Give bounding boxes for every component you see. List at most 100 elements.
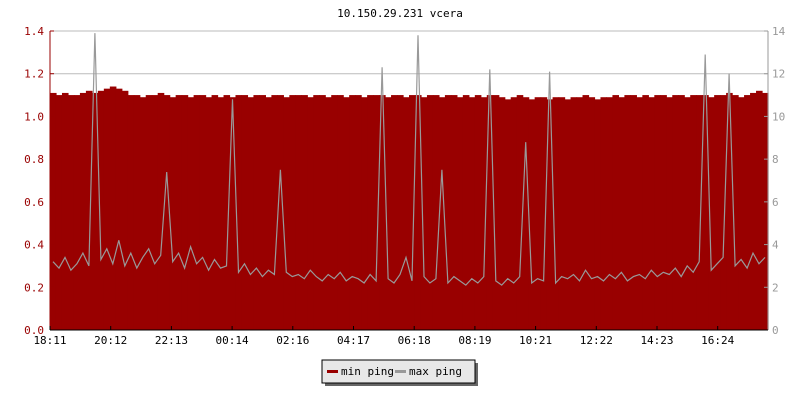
min-ping-bar [486, 95, 494, 330]
min-ping-bar [456, 97, 464, 330]
min-ping-bar [217, 97, 225, 330]
min-ping-bar [337, 95, 344, 330]
y-right-tick-label: 14 [772, 25, 786, 38]
x-tick-label: 12:22 [580, 334, 613, 347]
min-ping-bar [744, 95, 751, 330]
min-ping-bar [373, 95, 380, 330]
x-tick-label: 14:23 [640, 334, 673, 347]
min-ping-bar [498, 97, 506, 330]
min-ping-bar [55, 95, 63, 330]
min-ping-bar [690, 95, 697, 330]
min-ping-bar [79, 92, 87, 330]
min-ping-bar [391, 95, 398, 330]
min-ping-bar [468, 97, 476, 330]
min-ping-bar [702, 95, 709, 330]
min-ping-bar [522, 97, 530, 330]
min-ping-bar [450, 95, 458, 330]
min-ping-bar [720, 95, 727, 330]
x-tick-label: 06:18 [398, 334, 431, 347]
min-ping-bar [642, 95, 649, 330]
min-ping-bar [588, 97, 596, 330]
min-ping-bar [145, 95, 153, 330]
min-ping-bar [325, 97, 332, 330]
min-ping-bar [648, 97, 655, 330]
y-right-tick-label: 8 [772, 153, 779, 166]
min-ping-bar [426, 95, 434, 330]
min-ping-bar [211, 95, 219, 330]
x-tick-label: 08:19 [458, 334, 491, 347]
min-ping-bar [223, 95, 231, 330]
y-right-tick-label: 10 [772, 110, 785, 123]
min-ping-bar [636, 97, 643, 330]
min-ping-bar [624, 95, 631, 330]
x-tick-label: 20:12 [94, 334, 127, 347]
min-ping-bar [61, 92, 69, 330]
min-ping-bar [349, 95, 356, 330]
y-left-tick-label: 0.4 [24, 239, 44, 252]
min-ping-bar [534, 97, 542, 330]
min-ping-bar [504, 99, 512, 330]
min-ping-bar [361, 97, 368, 330]
min-ping-bar [127, 95, 135, 330]
min-ping-bar [121, 90, 129, 330]
min-ping-bar [85, 90, 93, 330]
min-ping-bar [277, 95, 284, 330]
min-ping-bar [235, 95, 243, 330]
min-ping-bar [289, 95, 296, 330]
axes: 0.0 0.2 0.4 0.6 0.8 1.0 1.2 1.4 0 2 4 6 8 10 12 14 18:11… [24, 25, 785, 347]
min-ping-bar [295, 95, 302, 330]
legend-label-max-ping: max ping [409, 365, 462, 378]
min-ping-bar [696, 95, 703, 330]
min-ping-bar [756, 90, 763, 330]
min-ping-bar [343, 97, 350, 330]
min-ping-bar [301, 95, 308, 330]
min-ping-bar [732, 95, 739, 330]
x-tick-label: 00:14 [216, 334, 249, 347]
min-ping-bar [103, 88, 111, 331]
min-ping-bar [265, 97, 272, 330]
min-ping-bar [73, 95, 81, 330]
min-ping-bar [600, 97, 608, 330]
min-ping-bar [510, 97, 518, 330]
min-ping-bar [241, 95, 249, 330]
x-tick-label: 10:21 [519, 334, 552, 347]
x-tick-label: 16:24 [701, 334, 734, 347]
min-ping-bar [379, 95, 386, 330]
min-ping-bar [367, 95, 374, 330]
min-ping-bar [420, 97, 428, 330]
x-tick-label: 04:17 [337, 334, 370, 347]
min-ping-bar [714, 95, 721, 330]
min-ping-bar [678, 95, 685, 330]
min-ping-bar [414, 95, 422, 330]
min-ping-bar [157, 92, 165, 330]
min-ping-bar [594, 99, 602, 330]
min-ping-bar [151, 95, 159, 330]
min-ping-bar [397, 95, 404, 330]
min-ping-bar [139, 97, 147, 330]
min-ping-bar [199, 95, 207, 330]
min-ping-bar [181, 95, 189, 330]
min-ping-bar [738, 97, 745, 330]
min-ping-bar [762, 92, 769, 330]
min-ping-bar [205, 97, 213, 330]
y-left-tick-label: 1.4 [24, 25, 44, 38]
x-tick-label: 18:11 [33, 334, 66, 347]
min-ping-bar [612, 95, 620, 330]
min-ping-bar [271, 95, 278, 330]
min-ping-bar [672, 95, 679, 330]
min-ping-bar [564, 99, 572, 330]
min-ping-bar [480, 97, 488, 330]
min-ping-bar [666, 97, 673, 330]
min-ping-bar [438, 97, 446, 330]
min-ping-bar [307, 97, 314, 330]
min-ping-bar [169, 97, 177, 330]
min-ping-bar [175, 95, 183, 330]
min-ping-bar [115, 88, 123, 331]
min-ping-bar [97, 90, 105, 330]
min-ping-bar [582, 95, 590, 330]
min-ping-bar [540, 97, 548, 330]
min-ping-bar [187, 97, 195, 330]
chart-title: 10.150.29.231 vcera [337, 7, 463, 20]
min-ping-bar [283, 97, 290, 330]
y-left-tick-label: 0.2 [24, 281, 44, 294]
